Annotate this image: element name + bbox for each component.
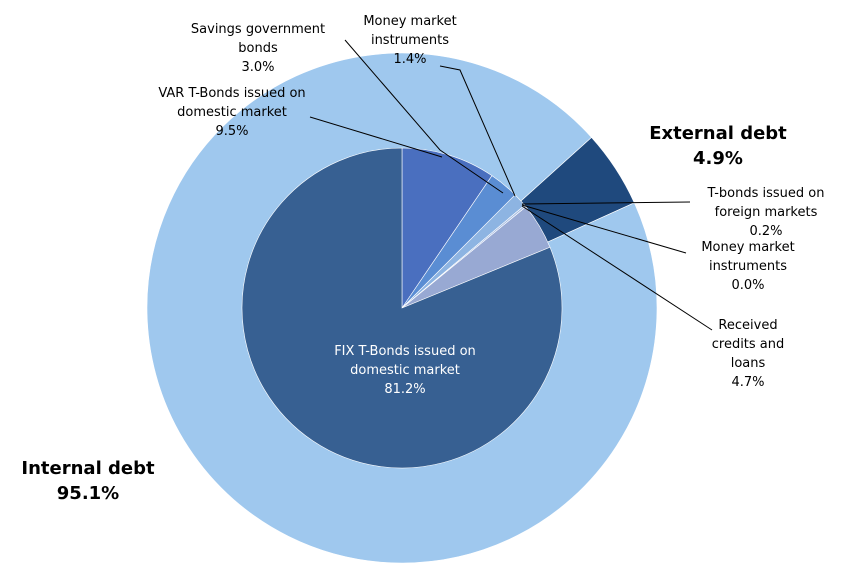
leader-line bbox=[521, 201, 691, 205]
slice-label: VAR T-Bonds issued on domestic market 9.5… bbox=[152, 84, 312, 141]
slice-label: Received credits and loans 4.7% bbox=[708, 316, 788, 392]
label-name: External debt bbox=[649, 123, 787, 144]
label-name: Money market instruments bbox=[363, 14, 457, 48]
leader-line bbox=[309, 116, 443, 158]
leader-line bbox=[521, 205, 713, 331]
label-name: Internal debt bbox=[21, 458, 155, 479]
inner-slice bbox=[401, 147, 493, 309]
label-value: 9.5% bbox=[215, 124, 249, 139]
label-name: Received credits and loans bbox=[711, 318, 785, 371]
label-name: VAR T-Bonds issued on domestic market bbox=[158, 86, 306, 120]
label-value: 0.0% bbox=[731, 278, 765, 293]
slice-label: Money market instruments 1.4% bbox=[335, 12, 485, 69]
label-value: 3.0% bbox=[241, 60, 275, 75]
label-value: 4.7% bbox=[731, 375, 765, 390]
label-value: 1.4% bbox=[393, 52, 427, 67]
slice-label: Savings government bonds 3.0% bbox=[178, 20, 338, 77]
slice-label: External debt 4.9% bbox=[638, 121, 798, 171]
leader-line bbox=[521, 204, 687, 254]
label-value: 81.2% bbox=[384, 382, 426, 397]
label-name: Savings government bonds bbox=[190, 22, 326, 56]
label-value: 0.2% bbox=[749, 224, 783, 239]
inner-slice bbox=[241, 147, 563, 469]
label-name: FIX T-Bonds issued on domestic market bbox=[334, 344, 476, 378]
slice-label: Money market instruments 0.0% bbox=[678, 238, 818, 295]
leader-line bbox=[344, 39, 504, 194]
slice-label: Internal debt 95.1% bbox=[0, 456, 178, 506]
label-value: 4.9% bbox=[693, 148, 743, 169]
slice-label: T-bonds issued on foreign markets 0.2% bbox=[686, 184, 843, 241]
label-name: Money market instruments bbox=[701, 240, 795, 274]
label-value: 95.1% bbox=[56, 483, 120, 504]
label-name: T-bonds issued on foreign markets bbox=[707, 186, 825, 220]
leader-line bbox=[439, 65, 516, 197]
slice-label: FIX T-Bonds issued on domestic market 81.… bbox=[310, 342, 500, 399]
